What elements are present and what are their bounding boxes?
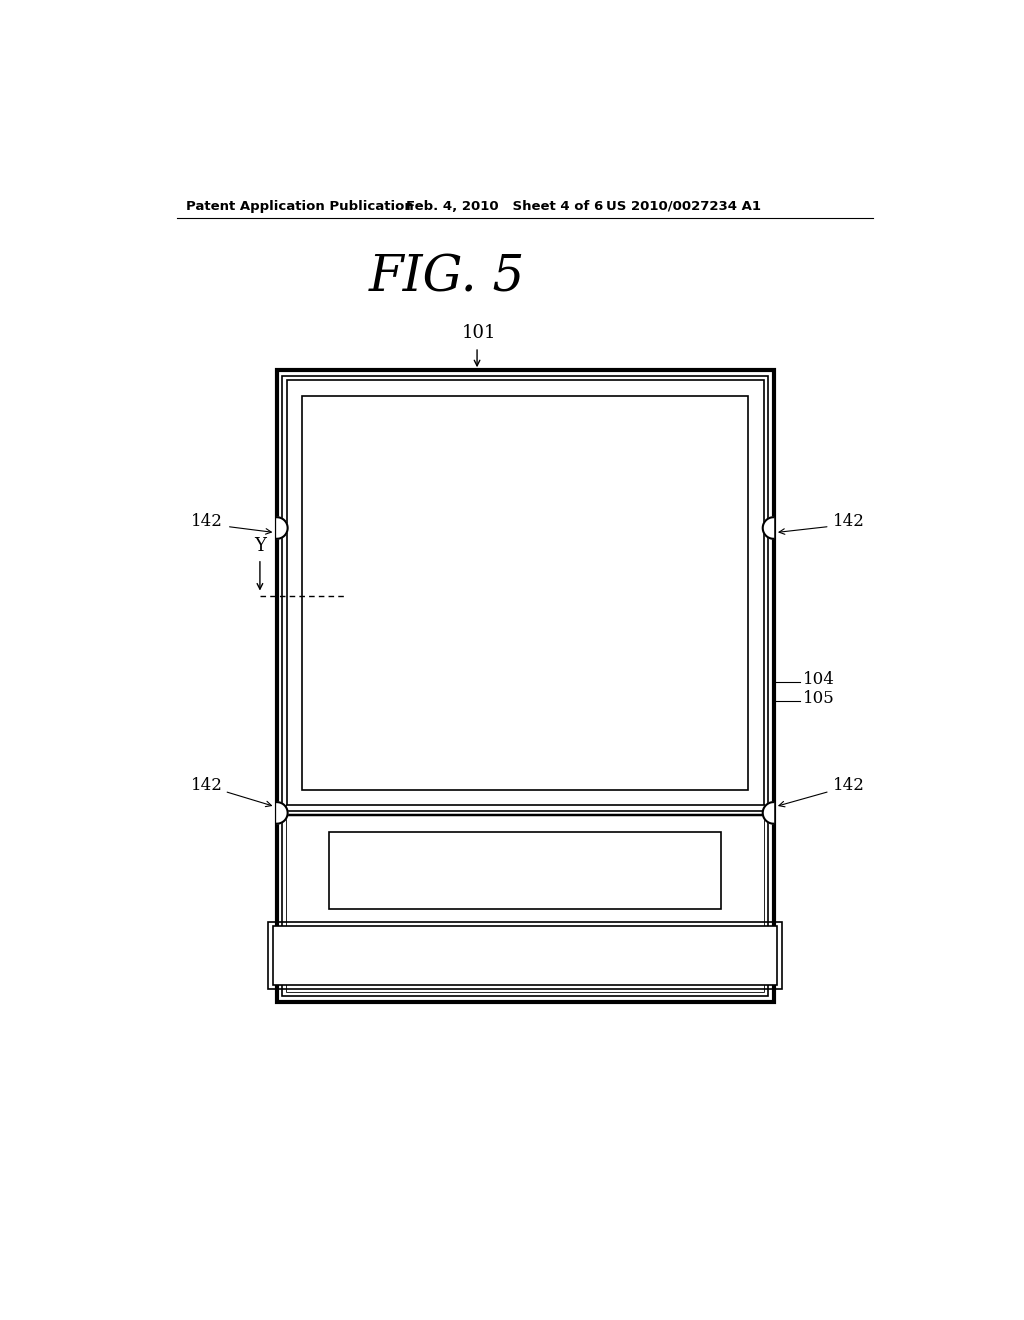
Text: Y: Y	[254, 537, 266, 554]
Polygon shape	[276, 803, 288, 824]
Bar	[302, 396, 749, 789]
Polygon shape	[763, 517, 773, 539]
Bar	[287, 805, 764, 991]
Bar	[330, 832, 721, 909]
Text: 142: 142	[833, 513, 864, 531]
Text: US 2010/0027234 A1: US 2010/0027234 A1	[606, 199, 762, 213]
Text: Y: Y	[340, 537, 352, 554]
Bar	[283, 376, 768, 997]
Text: 105: 105	[803, 690, 835, 708]
Text: 142: 142	[191, 777, 223, 795]
Text: 104: 104	[803, 671, 835, 688]
Bar	[287, 380, 764, 991]
Text: 101: 101	[462, 323, 497, 342]
Bar	[273, 927, 777, 985]
Text: Feb. 4, 2010   Sheet 4 of 6: Feb. 4, 2010 Sheet 4 of 6	[407, 199, 603, 213]
Text: 142: 142	[833, 777, 864, 795]
Text: FIG. 5: FIG. 5	[370, 253, 525, 302]
Text: Patent Application Publication: Patent Application Publication	[186, 199, 414, 213]
Text: 142: 142	[191, 513, 223, 531]
Bar	[268, 923, 782, 989]
Polygon shape	[276, 517, 288, 539]
Polygon shape	[763, 803, 773, 824]
Bar	[276, 370, 773, 1002]
